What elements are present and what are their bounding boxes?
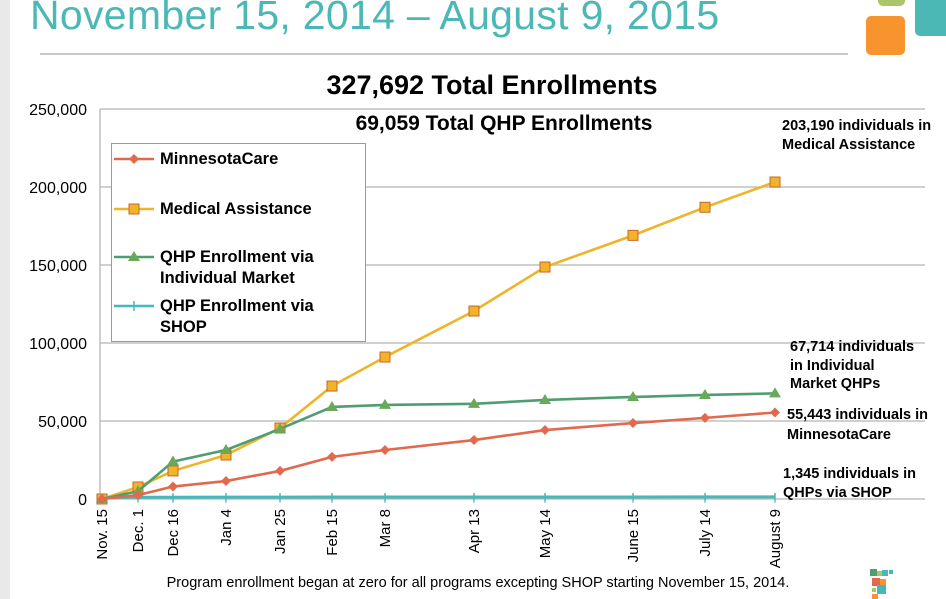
data-point-qhp_individual (326, 400, 338, 411)
data-point-qhp_individual (220, 444, 232, 455)
legend-dash-marker-icon (114, 301, 154, 311)
data-point-qhp_individual (769, 387, 781, 398)
legend-square-marker-icon (114, 203, 154, 215)
data-point-medical_assistance (769, 176, 781, 188)
y-tick-label: 250,000 (29, 102, 87, 119)
data-point-minnesotacare (469, 435, 479, 446)
annotation-individual-line3: Market QHPs (790, 376, 880, 392)
annotation-minnesotacare-line2: MinnesotaCare (787, 427, 891, 443)
annotation-minnesotacare-line1: 55,443 individuals in (787, 407, 928, 423)
y-tick-label: 150,000 (29, 258, 87, 275)
data-point-qhp_individual (539, 393, 551, 404)
data-point-medical_assistance (627, 229, 639, 241)
annotation-individual-line2: in Individual (790, 358, 875, 374)
data-point-minnesotacare (540, 425, 550, 436)
legend-item-medical-assistance: Medical Assistance (112, 199, 312, 220)
data-point-qhp_individual (468, 397, 480, 408)
legend-label: QHP Enrollment via Individual Market (160, 248, 314, 287)
x-tick-label: Dec. 1 (130, 509, 147, 552)
y-tick-label: 0 (78, 492, 87, 509)
legend-item-qhp-shop: QHP Enrollment via SHOP (112, 296, 362, 338)
data-point-minnesotacare (327, 451, 337, 462)
x-tick-label: August 9 (767, 509, 784, 568)
series-line-minnesotacare (101, 411, 776, 501)
left-edge-strip (0, 0, 10, 599)
legend-item-qhp-individual: QHP Enrollment via Individual Market (112, 247, 362, 289)
data-point-minnesotacare (221, 476, 231, 487)
data-point-qhp_individual (274, 422, 286, 433)
x-tick-label: Jan 25 (272, 509, 289, 554)
x-tick-label: July 14 (697, 509, 714, 557)
x-tick-label: June 15 (625, 509, 642, 562)
y-tick-label: 50,000 (38, 414, 87, 431)
data-point-qhp_individual (627, 390, 639, 401)
data-point-minnesotacare (133, 490, 143, 501)
chart-title: 327,692 Total Enrollments (326, 70, 657, 100)
data-point-qhp_individual (699, 388, 711, 399)
annotation-individual-line1: 67,714 individuals (790, 339, 914, 355)
data-point-minnesotacare (380, 445, 390, 456)
annotation-medical-assistance-line1: 203,190 individuals in (782, 118, 931, 134)
x-tick-label: May 14 (537, 509, 554, 558)
x-tick-label: Mar 8 (377, 509, 394, 547)
data-point-medical_assistance (468, 305, 480, 317)
x-tick-label: Feb 15 (324, 509, 341, 556)
data-point-minnesotacare (275, 465, 285, 476)
logo-mark (870, 569, 893, 599)
legend-item-minnesotacare: MinnesotaCare (112, 149, 278, 170)
data-point-minnesotacare (97, 494, 107, 504)
data-point-minnesotacare (770, 407, 780, 418)
annotation-medical-assistance-line2: Medical Assistance (782, 137, 915, 153)
series-line-qhp_shop (101, 495, 776, 499)
legend-label: Medical Assistance (160, 200, 312, 218)
legend-label: QHP Enrollment via SHOP (160, 297, 314, 336)
data-point-minnesotacare (168, 481, 178, 492)
footnote: Program enrollment began at zero for all… (167, 575, 790, 591)
x-tick-label: Dec 16 (165, 509, 182, 557)
y-tick-label: 100,000 (29, 336, 87, 353)
legend-triangle-marker-icon (114, 251, 154, 261)
data-point-medical_assistance (167, 465, 179, 477)
x-tick-label: Apr 13 (466, 509, 483, 553)
data-point-qhp_individual (379, 398, 391, 409)
data-point-medical_assistance (699, 201, 711, 213)
legend-label: MinnesotaCare (160, 150, 279, 168)
decor-teal-square (915, 0, 946, 36)
data-point-minnesotacare (628, 418, 638, 429)
decor-green-square (878, 0, 905, 6)
decor-orange-square (866, 16, 905, 55)
x-tick-label: Nov. 15 (94, 509, 111, 560)
data-point-qhp_individual (167, 455, 179, 466)
chart-legend: MinnesotaCare Medical Assistance QHP Enr… (111, 143, 366, 342)
legend-diamond-marker-icon (114, 154, 154, 164)
data-point-minnesotacare (700, 412, 710, 423)
annotation-shop-line2: QHPs via SHOP (783, 485, 892, 501)
series-line-medical_assistance (101, 180, 776, 501)
annotation-shop-line1: 1,345 individuals in (783, 466, 916, 482)
data-point-medical_assistance (326, 380, 338, 392)
data-point-medical_assistance (379, 351, 391, 363)
chart-subtitle: 69,059 Total QHP Enrollments (356, 112, 653, 135)
data-point-medical_assistance (539, 261, 551, 273)
title-divider (40, 53, 848, 55)
series-line-qhp_individual (101, 392, 776, 501)
y-tick-label: 200,000 (29, 180, 87, 197)
x-tick-label: Jan 4 (218, 509, 235, 546)
page-title: November 15, 2014 – August 9, 2015 (30, 0, 720, 38)
